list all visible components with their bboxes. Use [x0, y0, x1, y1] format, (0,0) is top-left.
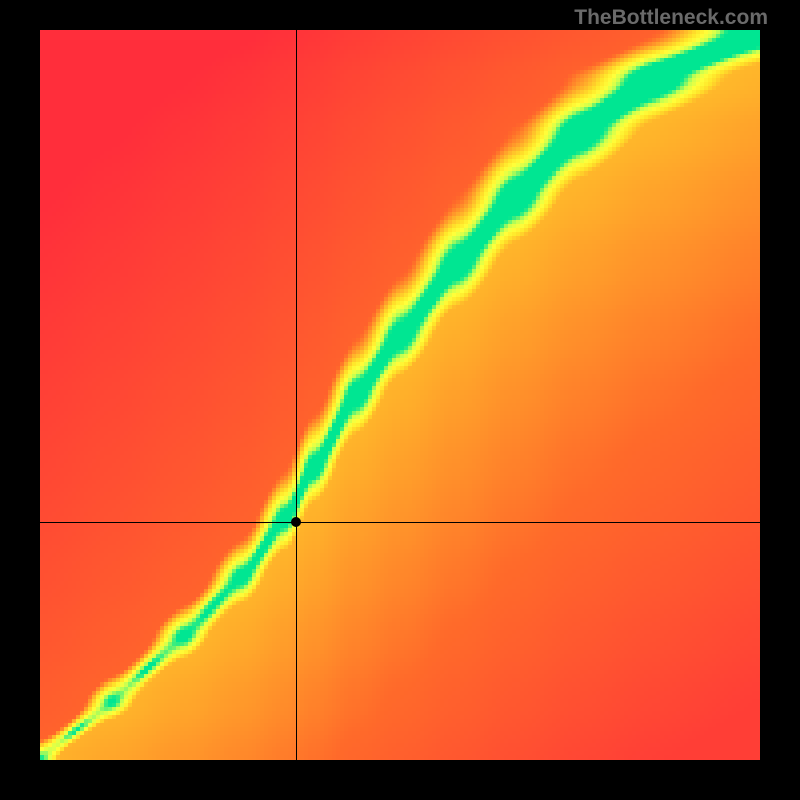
watermark-text: TheBottleneck.com: [574, 6, 768, 30]
crosshair-marker-dot: [291, 517, 301, 527]
crosshair-horizontal: [40, 522, 760, 523]
heatmap-canvas: [40, 30, 760, 760]
crosshair-vertical: [296, 30, 297, 760]
heatmap-plot: [40, 30, 760, 760]
